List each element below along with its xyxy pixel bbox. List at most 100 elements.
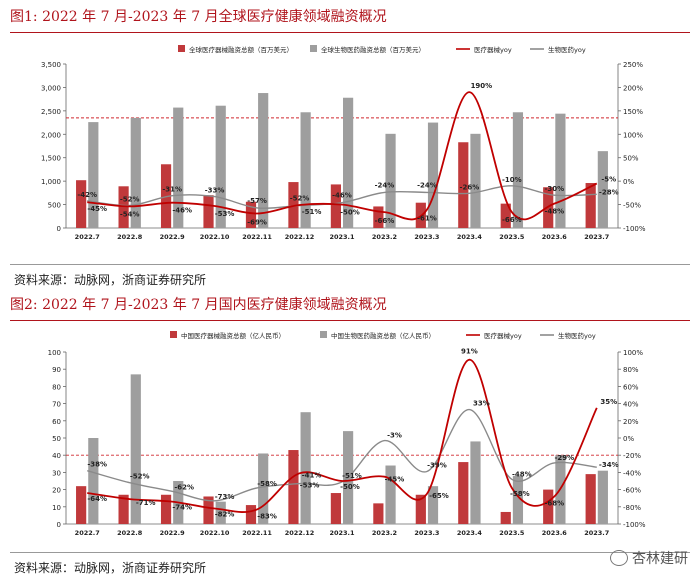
bar-device (330, 184, 341, 228)
x-tick-label: 2023.7 (584, 529, 609, 537)
y-left-tick-label: 1,500 (41, 155, 61, 163)
y-left-tick-label: 20 (52, 487, 61, 495)
data-label-device-yoy: -82% (215, 511, 235, 519)
bar-device (288, 450, 299, 524)
bar-biopharma (173, 107, 184, 228)
line-device-yoy (87, 91, 598, 221)
bar-device (585, 474, 596, 524)
bar-device (373, 503, 384, 524)
data-label-biopharma-yoy: -24% (417, 181, 437, 189)
bar-device (458, 142, 469, 228)
legend: 中国医疗器械融资总额（亿人民币） 中国生物医药融资总额（亿人民币） 医疗器械yoy 生… (170, 331, 596, 340)
y-right-tick-label: -60% (623, 487, 641, 495)
x-tick-label: 2022.11 (242, 529, 272, 537)
data-label-biopharma-yoy: -10% (502, 176, 522, 184)
y-left-tick-label: 2,500 (41, 108, 61, 116)
bar-biopharma (470, 133, 481, 228)
figure-2-source-rule (10, 552, 690, 553)
y-right-tick-label: -50% (623, 202, 641, 210)
x-tick-label: 2023.4 (457, 529, 483, 537)
data-label-device-yoy: -69% (247, 218, 267, 226)
y-right-tick-label: -20% (623, 452, 641, 460)
figure-1-source: 资料来源：动脉网，浙商证券研究所 (14, 273, 207, 287)
x-tick-label: 2023.5 (499, 529, 525, 537)
data-label-biopharma-yoy: -52% (130, 473, 150, 481)
data-label-device-yoy: -53% (215, 210, 235, 218)
bar-biopharma (130, 117, 141, 228)
data-label-device-yoy: -83% (257, 512, 277, 520)
bar-device (330, 493, 341, 524)
figure-1-title-rule (10, 32, 690, 33)
data-label-device-yoy: -66% (375, 217, 395, 225)
figure-2: 图2: 2022 年 7 月-2023 年 7 月国内医疗健康领域融资概况 中国… (0, 290, 700, 580)
bar-biopharma (597, 470, 608, 524)
x-tick-label: 2023.3 (414, 529, 439, 537)
data-label-device-yoy: -41% (302, 471, 322, 479)
data-label-biopharma-yoy: -3% (387, 432, 402, 440)
bar-device (118, 494, 129, 524)
y-left-tick-label: 80 (52, 383, 61, 391)
y-right-tick-label: 0% (623, 178, 634, 186)
data-label-device-yoy: -61% (417, 215, 437, 223)
x-tick-label: 2022.12 (285, 233, 315, 241)
data-label-device-yoy: 91% (461, 348, 478, 356)
legend-label-bar-0: 中国医疗器械融资总额（亿人民币） (181, 331, 285, 340)
y-left-tick-label: 500 (48, 202, 61, 210)
data-label-biopharma-yoy: -53% (300, 482, 320, 490)
bar-device (543, 489, 554, 524)
bar-biopharma (130, 374, 141, 524)
x-tick-label: 2022.7 (75, 233, 100, 241)
y-left-tick-label: 3,500 (41, 61, 61, 69)
watermark: 杏林建研 (610, 548, 688, 568)
data-label-biopharma-yoy: -39% (427, 462, 447, 470)
figure-2-chart: 中国医疗器械融资总额（亿人民币） 中国生物医药融资总额（亿人民币） 医疗器械yoy 生… (48, 331, 646, 537)
y-right-tick-label: 200% (623, 84, 643, 92)
data-label-biopharma-yoy: -33% (205, 187, 225, 195)
bar-device (415, 494, 426, 524)
data-label-biopharma-yoy: -34% (599, 461, 619, 469)
legend-label-line-1: 生物医药yoy (558, 331, 596, 340)
x-tick-label: 2023.4 (457, 233, 483, 241)
bar-biopharma (512, 475, 524, 524)
legend-label-bar-1: 中国生物医药融资总额（亿人民币） (331, 331, 435, 340)
wechat-icon (610, 550, 628, 566)
x-tick-label: 2023.7 (584, 233, 609, 241)
legend-label-bar-0: 全球医疗器械融资总额（百万美元） (189, 45, 293, 54)
y-left-tick-label: 2,000 (41, 131, 61, 139)
y-right-tick-label: 100% (623, 349, 643, 357)
x-tick-label: 2023.2 (372, 529, 397, 537)
y-left-tick-label: 0 (57, 521, 61, 529)
x-tick-label: 2023.1 (329, 529, 355, 537)
x-tick-label: 2022.8 (117, 233, 143, 241)
data-label-biopharma-yoy: -57% (247, 197, 267, 205)
bar-biopharma (427, 122, 439, 228)
bar-device (288, 182, 299, 228)
figure-1-title: 图1: 2022 年 7 月-2023 年 7 月全球医疗健康领域融资概况 (10, 9, 387, 25)
bar-biopharma (300, 412, 311, 524)
x-tick-label: 2023.6 (542, 529, 568, 537)
data-label-biopharma-yoy: -38% (87, 461, 107, 469)
bar-biopharma (258, 453, 269, 524)
x-tick-label: 2023.6 (542, 233, 568, 241)
y-left-tick-label: 60 (52, 418, 61, 426)
bar-biopharma (385, 465, 396, 524)
watermark-text: 杏林建研 (632, 551, 688, 567)
data-label-device-yoy: -66% (502, 216, 522, 224)
bar-biopharma (258, 93, 269, 229)
y-right-tick-label: -100% (623, 225, 646, 233)
x-tick-label: 2022.12 (285, 529, 315, 537)
y-right-tick-label: 250% (623, 61, 643, 69)
bar-device (373, 206, 384, 228)
bar-device (458, 462, 469, 524)
y-right-tick-label: 0% (623, 435, 634, 443)
data-label-device-yoy: -68% (544, 499, 564, 507)
y-left-tick-label: 3,000 (41, 84, 61, 92)
x-tick-label: 2022.10 (200, 233, 230, 241)
figure-1-chart: 全球医疗器械融资总额（百万美元） 全球生物医药融资总额（百万美元） 医疗器械yoy 生… (41, 45, 646, 241)
legend-swatch-bar-1 (320, 331, 327, 338)
data-label-device-yoy: -64% (87, 495, 107, 503)
legend-label-line-0: 医疗器械yoy (474, 45, 512, 54)
x-tick-label: 2023.3 (414, 233, 439, 241)
bar-device (585, 183, 596, 228)
y-left-tick-label: 100 (48, 349, 61, 357)
